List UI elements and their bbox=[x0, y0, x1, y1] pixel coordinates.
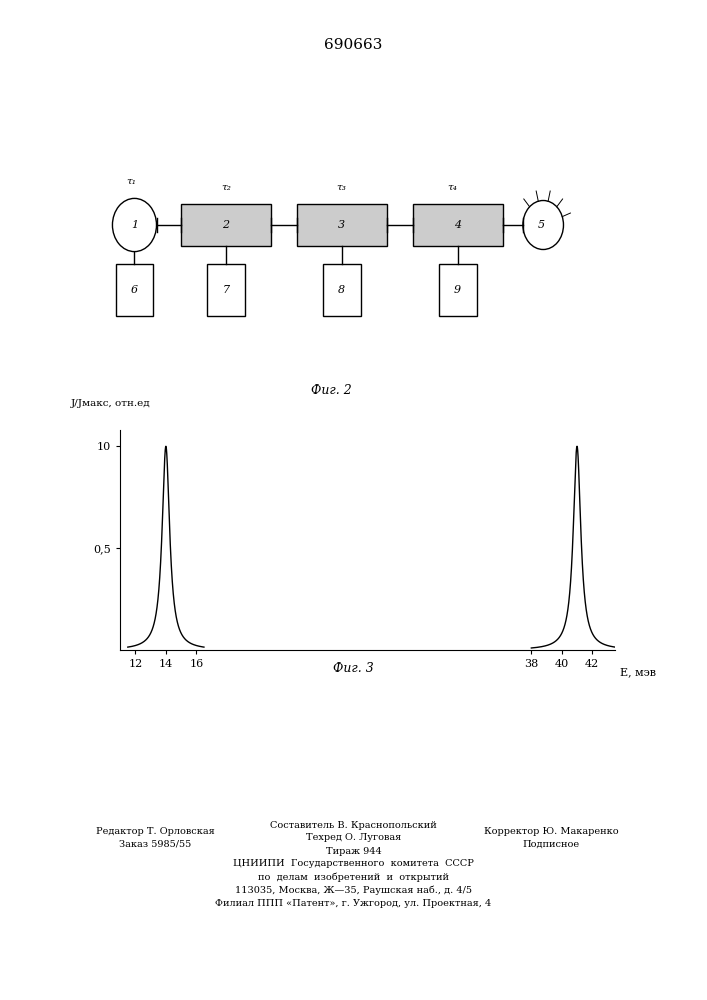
Text: Фиг. 2: Фиг. 2 bbox=[311, 383, 352, 396]
Text: Филиал ППП «Патент», г. Ужгород, ул. Проектная, 4: Филиал ППП «Патент», г. Ужгород, ул. Про… bbox=[216, 898, 491, 908]
Text: 6: 6 bbox=[131, 285, 138, 295]
Text: Фиг. 3: Фиг. 3 bbox=[333, 662, 374, 674]
FancyBboxPatch shape bbox=[413, 204, 503, 246]
Text: τ₂: τ₂ bbox=[221, 182, 230, 191]
Text: 7: 7 bbox=[222, 285, 229, 295]
Text: Заказ 5985/55: Заказ 5985/55 bbox=[119, 840, 192, 848]
Text: 8: 8 bbox=[338, 285, 345, 295]
Text: Подписное: Подписное bbox=[523, 840, 580, 848]
Text: Корректор Ю. Макаренко: Корректор Ю. Макаренко bbox=[484, 828, 619, 836]
Text: по  делам  изобретений  и  открытий: по делам изобретений и открытий bbox=[258, 872, 449, 882]
Text: Составитель В. Краснопольский: Составитель В. Краснопольский bbox=[270, 820, 437, 830]
Text: 1: 1 bbox=[131, 220, 138, 230]
FancyBboxPatch shape bbox=[297, 204, 387, 246]
Text: Тираж 944: Тираж 944 bbox=[326, 846, 381, 856]
Text: 4: 4 bbox=[454, 220, 461, 230]
Text: τ₃: τ₃ bbox=[337, 182, 346, 191]
Text: 2: 2 bbox=[222, 220, 229, 230]
Text: ЦНИИПИ  Государственного  комитета  СССР: ЦНИИПИ Государственного комитета СССР bbox=[233, 859, 474, 868]
Text: J/Jмакс, отн.ед: J/Jмакс, отн.ед bbox=[71, 399, 151, 408]
Text: E, мэв: E, мэв bbox=[620, 668, 656, 678]
Text: τ₄: τ₄ bbox=[447, 182, 457, 191]
Text: Техред О. Луговая: Техред О. Луговая bbox=[306, 834, 401, 842]
Text: τ₁: τ₁ bbox=[127, 177, 136, 186]
FancyBboxPatch shape bbox=[181, 204, 271, 246]
Text: 5: 5 bbox=[537, 220, 544, 230]
Text: 690663: 690663 bbox=[325, 38, 382, 52]
Text: 9: 9 bbox=[454, 285, 461, 295]
Text: 113035, Москва, Ж—35, Раушская наб., д. 4/5: 113035, Москва, Ж—35, Раушская наб., д. … bbox=[235, 885, 472, 895]
Text: Редактор Т. Орловская: Редактор Т. Орловская bbox=[96, 828, 215, 836]
Text: 3: 3 bbox=[338, 220, 345, 230]
